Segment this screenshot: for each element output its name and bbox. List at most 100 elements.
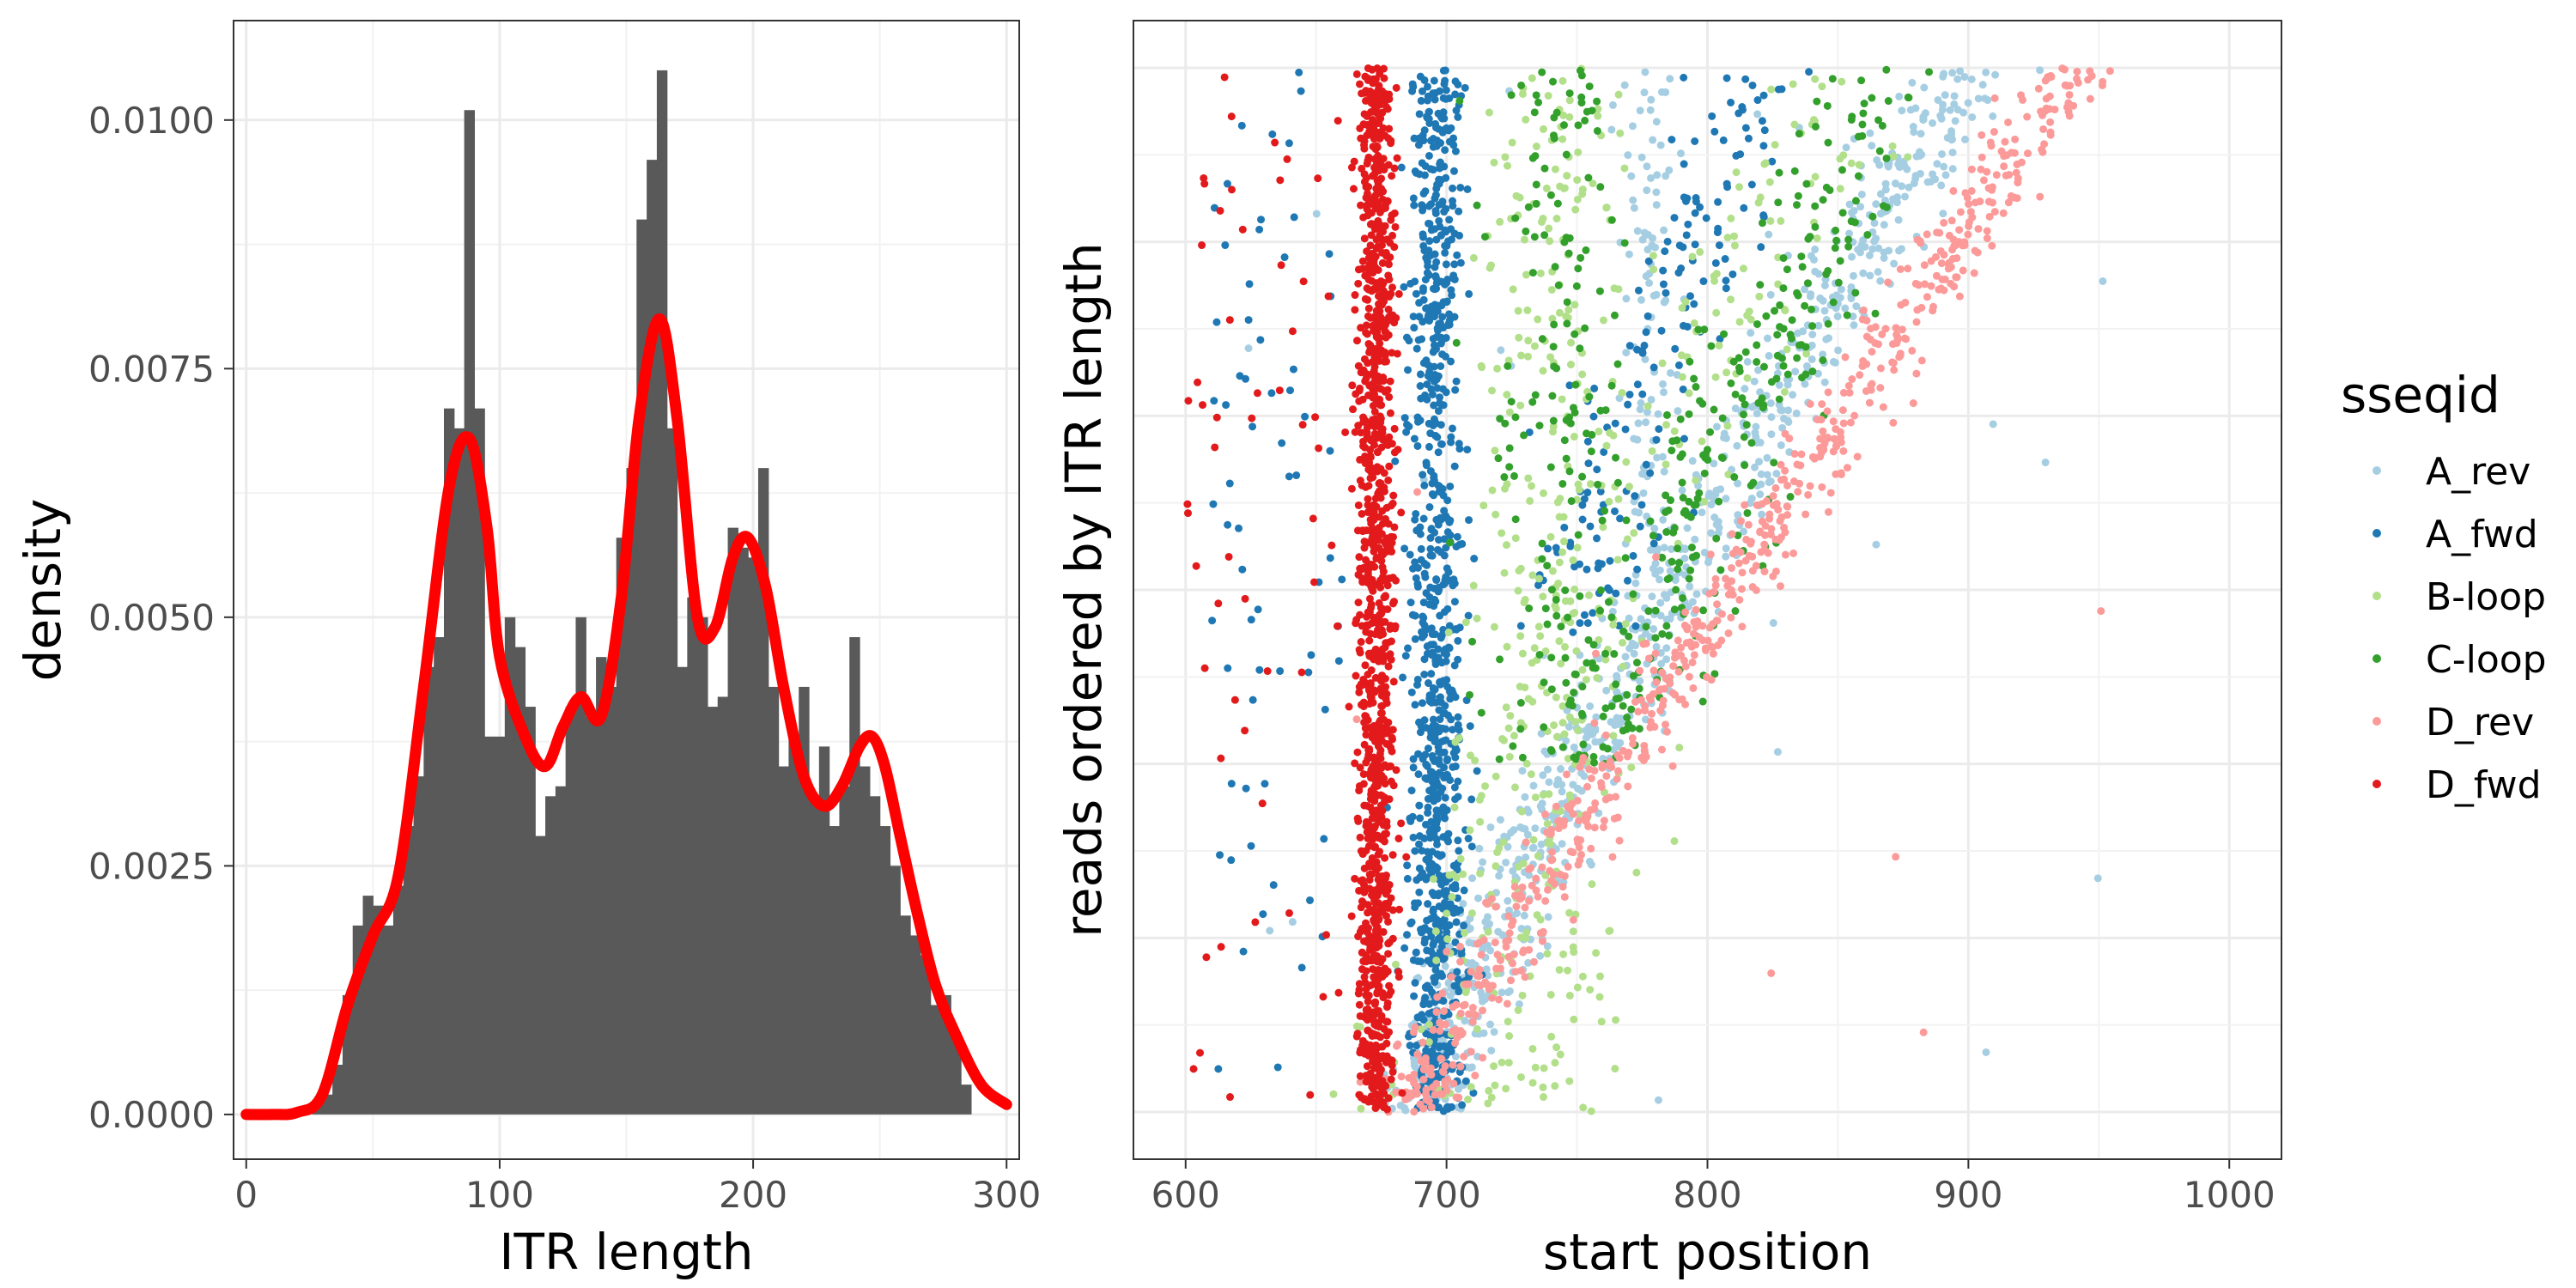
data-point (1872, 540, 1880, 549)
data-point (1532, 91, 1540, 100)
data-point (1450, 783, 1459, 792)
data-point (1386, 624, 1394, 633)
data-point (1379, 485, 1388, 494)
data-point (1610, 311, 1619, 319)
data-point (1506, 712, 1515, 720)
data-point (1783, 370, 1792, 379)
data-point (1560, 436, 1569, 445)
data-point (1426, 533, 1435, 542)
data-point (1415, 718, 1424, 726)
data-point (1824, 138, 1832, 147)
data-point (1832, 226, 1840, 234)
data-point (1670, 524, 1679, 532)
data-point (1652, 642, 1661, 651)
data-point (1759, 91, 1768, 100)
data-point (1564, 306, 1573, 314)
data-point (1591, 725, 1600, 733)
data-point (1676, 415, 1685, 423)
data-point (1862, 332, 1871, 341)
scatter-panel: 600 700 800 900 1000 start position reads or… (1054, 20, 2282, 1281)
data-point (1440, 507, 1449, 515)
data-point (1555, 637, 1564, 646)
data-point (1577, 253, 1585, 262)
data-point (1414, 141, 1423, 149)
data-point (1567, 338, 1576, 347)
data-point (1642, 418, 1650, 427)
data-point (1822, 335, 1831, 343)
data-point (1584, 459, 1593, 468)
data-point (1430, 76, 1438, 85)
data-point (1384, 1094, 1393, 1103)
data-point (1592, 713, 1601, 721)
data-point (1848, 252, 1856, 261)
data-point (1900, 334, 1909, 343)
data-point (1964, 230, 1972, 239)
histogram-bar (890, 866, 901, 1115)
data-point (1544, 91, 1552, 100)
data-point (1376, 134, 1384, 143)
histogram-bar (869, 796, 881, 1115)
data-point (1561, 586, 1570, 594)
data-point (1859, 236, 1868, 245)
data-point (1583, 437, 1592, 446)
data-point (1327, 541, 1336, 550)
data-point (1642, 272, 1650, 281)
data-point (1947, 216, 1956, 225)
data-point (1413, 681, 1422, 690)
data-point (1768, 157, 1777, 166)
data-point (1505, 752, 1514, 761)
data-point (1564, 966, 1572, 975)
data-point (1564, 249, 1573, 258)
data-point (1801, 301, 1809, 310)
data-point (1425, 1097, 1433, 1106)
data-point (1662, 622, 1671, 630)
data-point (1364, 253, 1373, 262)
data-point (1517, 81, 1526, 89)
data-point (1301, 412, 1309, 421)
data-point (1356, 1012, 1364, 1020)
data-point (1446, 516, 1455, 525)
data-point (1774, 85, 1783, 94)
data-point (1895, 92, 1904, 100)
data-point (1368, 1083, 1376, 1091)
data-point (1663, 575, 1672, 584)
data-point (1371, 91, 1380, 100)
data-point (1496, 415, 1504, 423)
data-point (1857, 76, 1866, 85)
data-point (1872, 234, 1880, 243)
data-point (1620, 164, 1629, 173)
data-point (1377, 691, 1386, 700)
data-point (1517, 966, 1526, 975)
data-point (1256, 336, 1265, 344)
data-point (1583, 489, 1592, 497)
histogram-bar (839, 786, 850, 1115)
data-point (1285, 386, 1294, 395)
data-point (1700, 497, 1709, 506)
data-point (1780, 475, 1789, 483)
data-point (1889, 418, 1898, 427)
data-point (1358, 257, 1367, 265)
data-point (1769, 492, 1777, 501)
data-point (1528, 74, 1536, 82)
data-point (1773, 351, 1782, 360)
data-point (1440, 708, 1449, 717)
data-point (1766, 530, 1775, 538)
data-point (1441, 702, 1449, 710)
data-point (1912, 318, 1921, 326)
data-point (1413, 1050, 1422, 1059)
data-point (1425, 725, 1434, 733)
data-point (1578, 683, 1587, 691)
data-point (1384, 939, 1393, 948)
data-point (1463, 446, 1472, 454)
data-point (1371, 263, 1380, 271)
data-point (1454, 777, 1462, 786)
data-point (1425, 220, 1434, 228)
data-point (1793, 354, 1801, 362)
data-point (1375, 986, 1383, 994)
data-point (1644, 257, 1653, 265)
data-point (1845, 200, 1854, 209)
data-point (1948, 165, 1957, 173)
data-point (1811, 75, 1820, 83)
data-point (1601, 649, 1610, 658)
data-point (1501, 153, 1510, 161)
